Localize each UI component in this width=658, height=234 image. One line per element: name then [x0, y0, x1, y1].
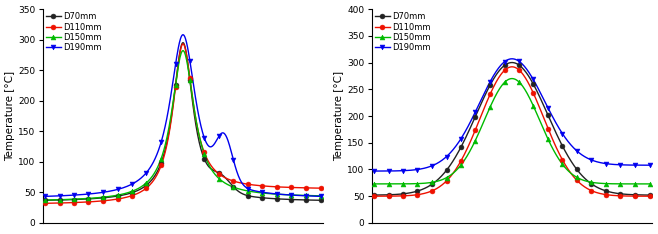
Y-axis label: Temperature [°C]: Temperature [°C]: [334, 71, 345, 161]
Y-axis label: Temperature [°C]: Temperature [°C]: [5, 71, 16, 161]
Legend: D70mm, D110mm, D150mm, D190mm: D70mm, D110mm, D150mm, D190mm: [45, 11, 103, 53]
Legend: D70mm, D110mm, D150mm, D190mm: D70mm, D110mm, D150mm, D190mm: [374, 11, 432, 53]
